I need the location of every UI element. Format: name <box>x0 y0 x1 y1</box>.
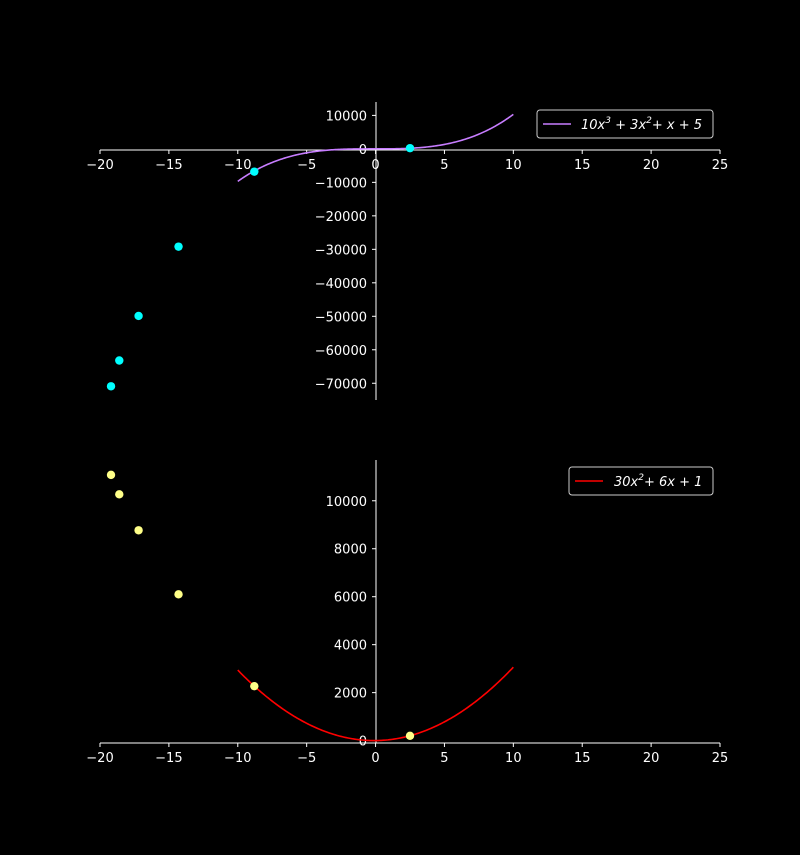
cubic-scatter-point <box>134 311 143 321</box>
cubic-xtick-label: 10 <box>505 158 522 173</box>
cubic-ytick-label: −70000 <box>315 377 367 392</box>
cubic-xtick-label: 15 <box>574 158 591 173</box>
quadratic-legend-label: 30x2+ 6x + 1 <box>614 473 702 490</box>
quadratic-xtick-label: 0 <box>371 751 379 766</box>
cubic-scatter-point <box>250 167 259 176</box>
cubic-plot-panel: −70000 −60000 −50000 −40000 −30000 −20000 −100… <box>86 102 728 400</box>
quadratic-ytick-label: 6000 <box>334 591 367 606</box>
quadratic-scatter-point <box>134 526 143 535</box>
cubic-legend-label: 10x3 + 3x2+ x + 5 <box>581 116 702 133</box>
quadratic-scatter-point <box>405 731 415 741</box>
quadratic-xtick-label: 5 <box>440 751 448 766</box>
cubic-curve <box>237 113 514 183</box>
quadratic-legend: 30x2+ 6x + 1 <box>568 466 714 496</box>
cubic-ytick-label: −60000 <box>315 344 367 359</box>
quadratic-scatter-point <box>250 681 259 691</box>
cubic-scatter-point <box>405 143 415 153</box>
quadratic-scatter-points <box>106 470 415 741</box>
cubic-scatter-points <box>106 143 415 391</box>
quadratic-xtick-label: 25 <box>712 751 729 766</box>
cubic-scatter-point <box>174 242 183 251</box>
quadratic-curve <box>237 666 514 742</box>
quadratic-xtick-label: −10 <box>224 751 251 766</box>
quadratic-plot-panel: 0 2000 4000 6000 8000 10000 −20 −15 −10 −5 0 5 10 15… <box>86 460 728 766</box>
quadratic-ytick-label: 2000 <box>334 687 367 702</box>
quadratic-axes <box>100 460 720 744</box>
quadratic-xtick-labels: −20 −15 −10 −5 0 5 10 15 20 25 <box>86 743 728 766</box>
quadratic-ytick-label: 10000 <box>326 495 367 510</box>
cubic-xtick-label: −10 <box>224 158 251 173</box>
cubic-ytick-label: −10000 <box>315 176 367 191</box>
cubic-xtick-label: 20 <box>643 158 660 173</box>
cubic-xtick-label: −20 <box>86 158 113 173</box>
cubic-ytick-label: −30000 <box>315 243 367 258</box>
cubic-xtick-label: −15 <box>155 158 182 173</box>
quadratic-ytick-label: 8000 <box>334 543 367 558</box>
cubic-scatter-point <box>106 382 116 391</box>
cubic-ytick-label: −50000 <box>315 310 367 325</box>
cubic-ytick-labels: −70000 −60000 −50000 −40000 −30000 −20000 −100… <box>315 109 376 392</box>
quadratic-xtick-label: 15 <box>574 751 591 766</box>
quadratic-xtick-label: −20 <box>86 751 113 766</box>
quadratic-ytick-label: 4000 <box>334 639 367 654</box>
quadratic-xtick-label: −15 <box>155 751 182 766</box>
cubic-xtick-label: 25 <box>712 158 729 173</box>
cubic-xtick-label: 5 <box>440 158 448 173</box>
cubic-ytick-label: −40000 <box>315 277 367 292</box>
quadratic-scatter-point <box>106 470 116 480</box>
cubic-legend: 10x3 + 3x2+ x + 5 <box>536 109 714 139</box>
quadratic-xtick-label: −5 <box>297 751 316 766</box>
cubic-ytick-label: 10000 <box>326 109 367 124</box>
cubic-xtick-label: −5 <box>297 158 316 173</box>
quadratic-ytick-labels: 0 2000 4000 6000 8000 10000 <box>326 495 376 750</box>
quadratic-xtick-label: 20 <box>643 751 660 766</box>
quadratic-xtick-label: 10 <box>505 751 522 766</box>
quadratic-scatter-point <box>115 490 124 499</box>
quadratic-scatter-point <box>174 590 183 599</box>
cubic-scatter-point <box>115 356 124 365</box>
quadratic-ytick-label: 0 <box>359 735 367 750</box>
cubic-ytick-label: −20000 <box>315 210 367 225</box>
